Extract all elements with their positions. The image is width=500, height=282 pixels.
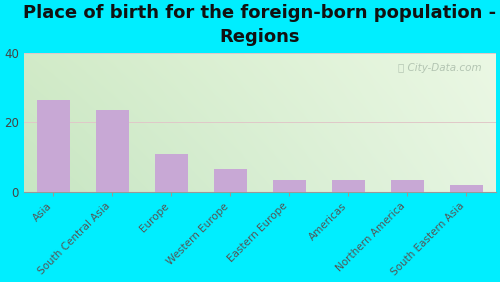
Text: ⓘ City-Data.com: ⓘ City-Data.com bbox=[398, 63, 481, 73]
Bar bbox=[273, 180, 306, 192]
Bar bbox=[96, 110, 128, 192]
Bar bbox=[332, 180, 364, 192]
Bar bbox=[391, 180, 424, 192]
Bar bbox=[450, 185, 482, 192]
Title: Place of birth for the foreign-born population -
Regions: Place of birth for the foreign-born popu… bbox=[24, 4, 496, 46]
Bar bbox=[155, 154, 188, 192]
Bar bbox=[37, 100, 70, 192]
Bar bbox=[214, 169, 246, 192]
